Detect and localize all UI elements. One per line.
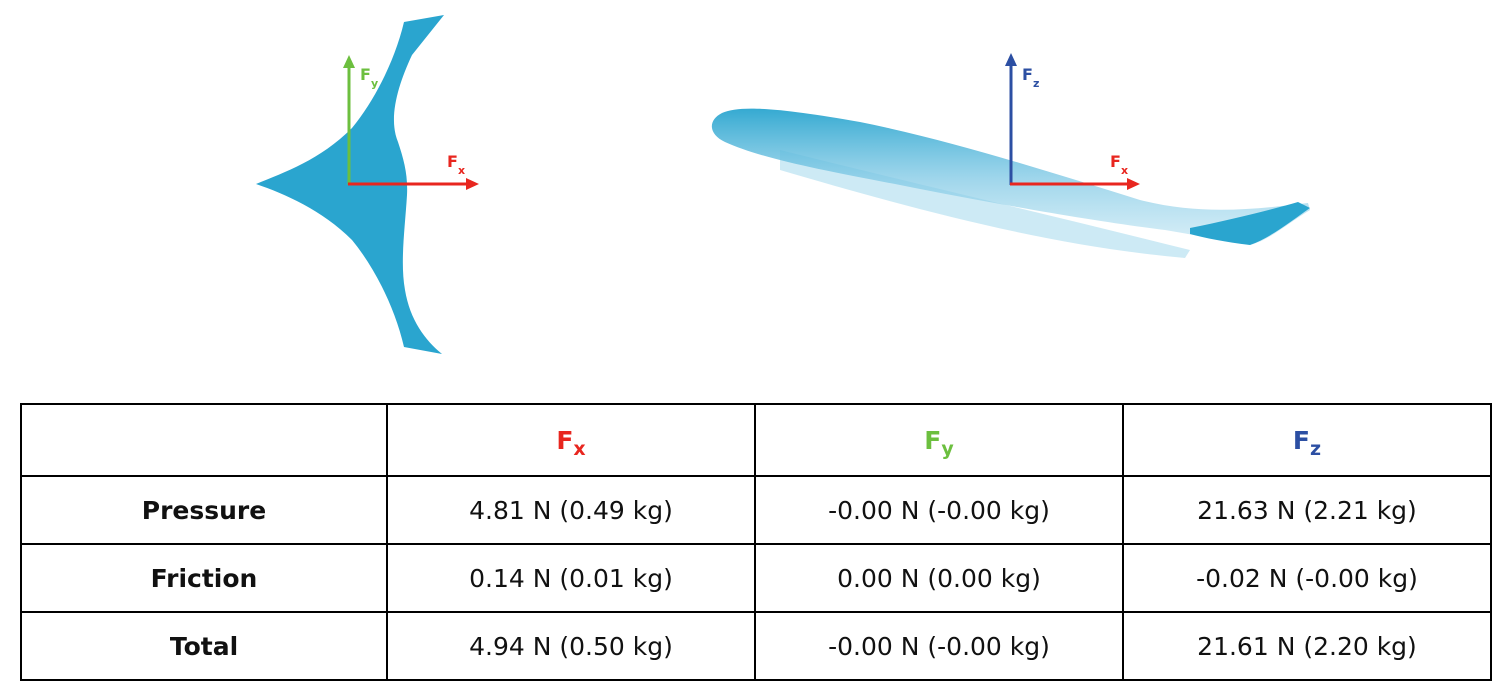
header-empty-cell [20,403,388,477]
fx-label-side: Fx [1110,152,1128,177]
cell-fy: 0.00 N (0.00 kg) [754,543,1124,613]
cell-fz: 21.61 N (2.20 kg) [1122,611,1492,681]
forces-table: Fx Fy Fz Pressure 4.81 N (0.49 kg) -0.00… [20,403,1492,681]
table-header-row: Fx Fy Fz [20,403,1492,477]
fy-label: Fy [360,65,378,90]
cell-fx: 4.94 N (0.50 kg) [386,611,756,681]
header-fz: Fz [1122,403,1492,477]
table-row-total: Total 4.94 N (0.50 kg) -0.00 N (-0.00 kg… [20,611,1492,681]
tail-fin [1190,202,1310,245]
header-fx: Fx [386,403,756,477]
fx-arrowhead-side [1127,178,1140,190]
side-view: Fz Fx [711,53,1310,258]
table-row-pressure: Pressure 4.81 N (0.49 kg) -0.00 N (-0.00… [20,475,1492,545]
fz-arrowhead [1005,53,1017,66]
cell-fz: 21.63 N (2.21 kg) [1122,475,1492,545]
cell-fx: 4.81 N (0.49 kg) [386,475,756,545]
fz-label: Fz [1022,65,1039,90]
row-label: Friction [20,543,388,613]
cell-fy: -0.00 N (-0.00 kg) [754,475,1124,545]
cell-fx: 0.14 N (0.01 kg) [386,543,756,613]
row-label: Pressure [20,475,388,545]
top-view: Fy Fx [256,15,479,354]
table-row-friction: Friction 0.14 N (0.01 kg) 0.00 N (0.00 k… [20,543,1492,613]
fx-arrowhead [466,178,479,190]
cell-fy: -0.00 N (-0.00 kg) [754,611,1124,681]
cell-fz: -0.02 N (-0.00 kg) [1122,543,1492,613]
row-label: Total [20,611,388,681]
force-diagram: Fy Fx Fz Fx [256,15,1310,354]
header-fy: Fy [754,403,1124,477]
fx-label: Fx [447,152,465,177]
fy-arrowhead [343,55,355,68]
